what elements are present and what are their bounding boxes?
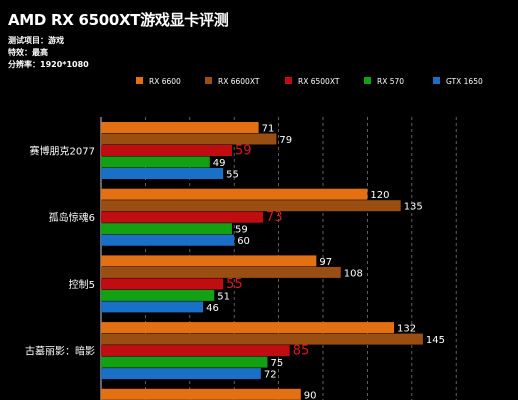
bar-gtx-1650 [101,301,204,313]
data-label: 55 [226,277,243,292]
data-label: 72 [264,370,277,381]
data-label: 145 [426,335,445,346]
bar-rx-6600 [101,188,368,200]
data-label: 59 [235,144,252,159]
bar-rx-6500xt [101,211,264,223]
bar-rx-570 [101,356,268,368]
bar-rx-6600 [101,255,317,267]
bar-rx-6500xt [101,345,290,357]
data-label: 75 [271,358,284,369]
legend-label-rx-6600xt: RX 6600XT [218,77,260,86]
bar-rx-570 [101,223,232,235]
legend-label-gtx-1650: GTX 1650 [446,77,483,86]
data-label: 135 [404,202,423,213]
bar-rx-570 [101,156,210,168]
category-label: 控制5 [69,278,95,291]
data-label: 59 [235,225,248,236]
category-label: 孤岛惊魂6 [49,211,95,224]
bar-rx-6600 [101,322,395,334]
data-label: 120 [370,190,389,201]
legend-swatch-rx-6500xt [285,77,292,84]
bar-gtx-1650 [101,234,235,246]
bar-rx-6600xt [101,333,423,345]
bar-rx-6600 [101,122,259,133]
bar-rx-6600 [101,388,301,400]
bar-rx-6600xt [101,200,401,212]
data-label: 97 [319,257,332,268]
meta-resolution: 分辨率：1920*1080 [8,60,89,69]
data-label: 51 [217,291,230,302]
data-label: 73 [266,210,283,225]
data-label: 85 [293,344,310,359]
legend-swatch-rx-6600 [136,77,143,84]
legend-swatch-rx-6600xt [205,77,212,84]
bar-rx-6600xt [101,266,341,278]
chart-title: AMD RX 6500XT游戏显卡评测 [8,11,229,29]
data-label: 60 [237,236,250,247]
category-label: 古墓丽影：暗影 [25,345,95,358]
meta-effects: 特效：最高 [8,48,48,57]
bar-rx-570 [101,289,215,301]
data-label: 79 [279,135,292,146]
bar-gtx-1650 [101,168,224,179]
legend-label-rx-570: RX 570 [377,77,404,86]
category-label: 赛博朋克2077 [30,145,95,158]
data-label: 108 [344,268,363,279]
meta-test-item: 测试项目：游戏 [8,36,64,45]
data-label: 71 [262,124,275,135]
bar-rx-6600xt [101,133,277,145]
data-label: 90 [304,390,317,400]
bar-gtx-1650 [101,368,261,380]
legend-swatch-rx-570 [364,77,371,84]
data-label: 46 [206,303,219,314]
bar-rx-6500xt [101,278,224,290]
data-label: 132 [397,324,416,335]
legend-swatch-gtx-1650 [433,77,440,84]
data-label: 49 [213,158,226,169]
bar-rx-6500xt [101,145,232,156]
legend-label-rx-6500xt: RX 6500XT [298,77,340,86]
data-label: 55 [226,170,239,181]
legend-label-rx-6600: RX 6600 [149,77,181,86]
